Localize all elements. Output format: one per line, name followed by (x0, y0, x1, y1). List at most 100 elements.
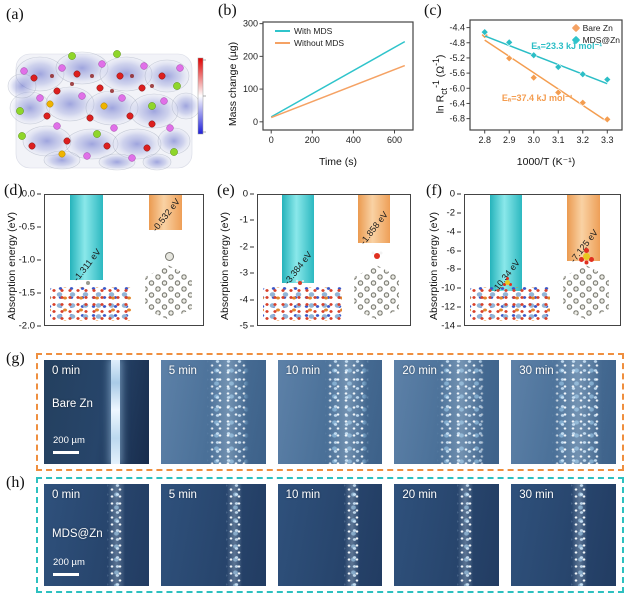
y-tick-label: 0.0 (22, 189, 41, 200)
x-tick-label: 3.2 (577, 135, 590, 145)
time-label: 20 min (402, 489, 437, 501)
panel-letter-c: (c) (424, 2, 442, 19)
y-tick-label: -14 (441, 321, 461, 332)
dendrite-band (324, 360, 369, 464)
panel-e: (e) Absorption energy (eV) 0 -1 -2 -3 -4 -5 -… (213, 178, 420, 348)
x-tick-label: 400 (346, 135, 361, 145)
data-point (603, 75, 612, 84)
deposit-band (343, 484, 361, 586)
mds-slab-inset (262, 287, 342, 322)
y-tick-label: -6 (447, 245, 461, 256)
bar-value-label: -0.532 eV (149, 196, 182, 234)
adsorbate-water-icon (373, 252, 380, 259)
adsorbate-zn-on-slab-icon (86, 280, 91, 285)
plot-frame (469, 19, 623, 131)
panel-letter-h: (h) (6, 474, 25, 491)
y-tick-label: -6.8 (449, 114, 465, 124)
y-tick-label: -2 (240, 241, 254, 252)
y-tick-label: -2 (447, 207, 461, 218)
arrhenius-chart: 2.8 2.9 3.0 3.1 3.2 3.3 -4.4 -4.8 -5.2 -5.6 -6.0 -6… (431, 14, 630, 172)
time-label: 10 min (285, 489, 321, 501)
dendrite-band (552, 360, 605, 464)
absorption-energy-chart-zn: 0.0 -0.5 -1.0 -1.5 -2.0 -1.311 eV -0.532 eV (0, 178, 213, 348)
micrograph-mds-zn-30min: 30 min (511, 484, 616, 586)
y-tick-label: 0 (450, 189, 461, 200)
dendrite-band (206, 360, 249, 464)
mass-change-chart: 0 200 400 600 0 100 200 300 Mass change (µg) Ti… (223, 14, 423, 170)
c-x-axis-label: 1000/T (K⁻¹) (516, 156, 576, 168)
micrograph-bare-zn-5min: 5 min (160, 360, 266, 464)
c-y-axis-label: ln Rct-1 (Ω-1) (431, 54, 449, 114)
scale-bar (53, 573, 79, 576)
y-tick-label: 200 (243, 51, 258, 61)
colorbar-ticks (203, 59, 206, 133)
mds-surface-bar: -3.384 eV (282, 195, 314, 286)
legend-label: Without MDS (294, 38, 345, 48)
x-tick-label: 2.9 (503, 135, 516, 145)
y-tick-label: -3 (240, 268, 254, 279)
colorbar (197, 57, 204, 135)
sample-label: Bare Zn (52, 398, 93, 410)
x-tick-label: 3.0 (527, 135, 540, 145)
panel-letter-d: (d) (4, 182, 23, 199)
atoms (16, 50, 184, 162)
time-label: 10 min (285, 365, 321, 377)
x-tick-label: 2.8 (478, 135, 491, 145)
series-line (484, 35, 608, 85)
data-point (578, 98, 587, 107)
activation-energy-annotation: Eₐ=37.4 kJ mol⁻¹ (502, 93, 573, 103)
micrograph-bare-zn-0min: 0 min Bare Zn 200 µm (44, 360, 149, 464)
e-plot-area: -3.384 eV -1.858 eV (257, 194, 411, 326)
legend-label: Bare Zn (582, 23, 613, 33)
e-y-ticks: 0 -1 -2 -3 -4 -5 (213, 189, 255, 332)
data-point (505, 38, 514, 47)
b-legend: With MDS Without MDS (275, 26, 344, 50)
activation-energy-annotation: Eₐ=23.3 kJ mol⁻¹ (531, 41, 602, 51)
adsorbate-zn-atom-icon (165, 252, 175, 262)
zn-lattice-inset (562, 265, 610, 320)
adsorbate-water-on-slab-icon (297, 280, 302, 285)
y-tick-label: -4.4 (449, 23, 465, 33)
micrograph-mds-zn-0min: 0 min MDS@Zn 200 µm (44, 484, 149, 586)
scale-bar (53, 451, 79, 454)
deposit-band (225, 484, 243, 586)
time-label: 5 min (168, 489, 197, 501)
b-x-axis-label: Time (s) (318, 156, 358, 168)
x-tick-label: 200 (305, 135, 320, 145)
y-tick-label: 100 (243, 84, 258, 94)
zn-surface-bar: -1.858 eV (358, 195, 390, 247)
mds-slab-inset (469, 287, 551, 322)
deposit-band (106, 484, 126, 586)
y-tick-label: -6.0 (449, 83, 465, 93)
scalebar-label: 200 µm (53, 435, 85, 446)
micrograph-bare-zn-30min: 30 min (511, 360, 616, 464)
d-plot-area: -1.311 eV -0.532 eV (44, 194, 204, 326)
micrograph-mds-zn-20min: 20 min (394, 484, 500, 586)
y-tick-label: 0 (253, 117, 258, 127)
data-point (554, 88, 563, 97)
time-label: 0 min (52, 489, 81, 501)
time-label: 30 min (519, 365, 554, 377)
panel-letter-f: (f) (426, 182, 442, 199)
panel-a: (a) (0, 0, 215, 178)
zn-surface-bar: -7.125 eV (567, 195, 600, 265)
legend-label: MDS@Zn (582, 35, 620, 45)
panel-d: (d) Absorption energy (eV) 0.0 -0.5 -1.0 -1… (0, 178, 213, 348)
c-legend: Bare Zn MDS@Zn (571, 23, 620, 47)
mds-zn-marker-swatch (571, 35, 580, 45)
series-line (270, 64, 406, 119)
charge-density-isosurface (7, 50, 206, 171)
absorption-energy-chart-h2o: 0 -1 -2 -3 -4 -5 -3.384 eV -1.858 eV (213, 178, 420, 348)
deposit-band (457, 484, 475, 586)
bare-zn-marker-swatch (571, 23, 580, 33)
y-tick-label: -12 (441, 302, 461, 313)
y-tick-label: -5 (240, 321, 254, 332)
x-tick-label: 0 (269, 135, 274, 145)
y-tick-label: -8 (447, 264, 461, 275)
bar-value-label: -1.311 eV (71, 247, 103, 284)
panel-letter-a: (a) (6, 6, 24, 23)
data-point (603, 115, 612, 124)
mds-zn-micrograph-box: 0 min MDS@Zn 200 µm 5 min 10 min 20 min … (36, 477, 624, 593)
micrograph-bare-zn-10min: 10 min (277, 360, 383, 464)
time-label: 0 min (52, 365, 81, 377)
